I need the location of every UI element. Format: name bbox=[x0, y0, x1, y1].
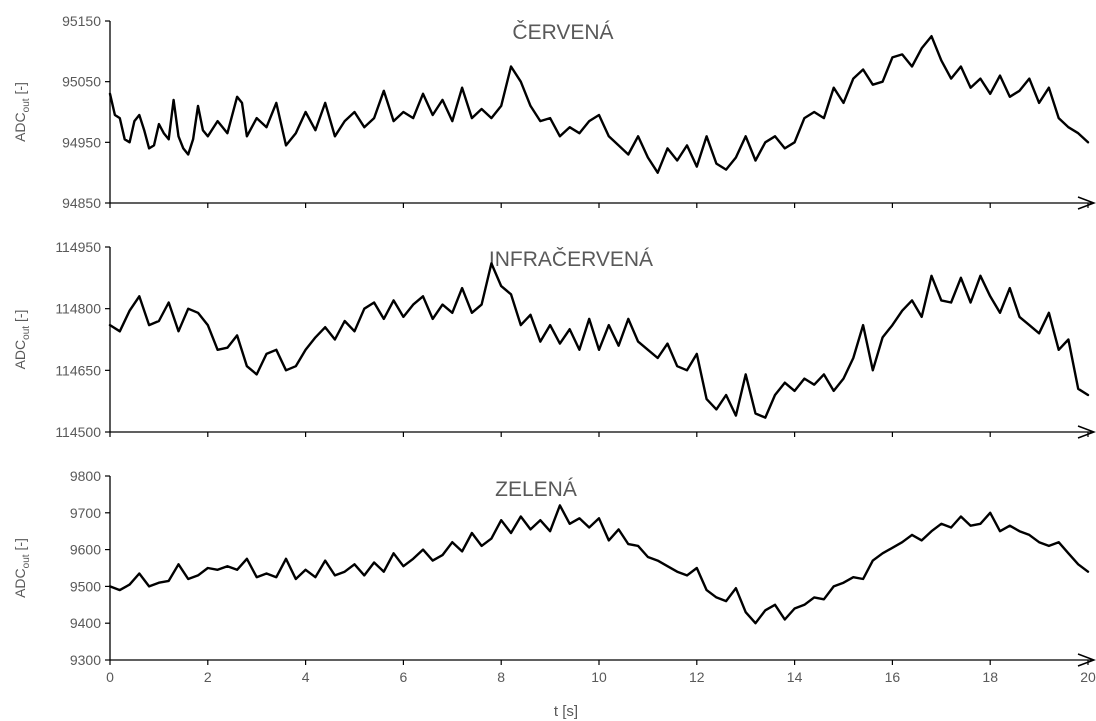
x-tick-label: 10 bbox=[591, 669, 607, 685]
y-tick-label: 114650 bbox=[55, 362, 101, 378]
x-tick-label: 4 bbox=[302, 669, 310, 685]
y-tick-label: 9700 bbox=[70, 505, 101, 521]
panel-cervena: 94850 94950 95050 95150 ADCout [-] ČERVENÁ bbox=[12, 13, 1096, 211]
y-axis-label: ADCout [-] bbox=[12, 310, 32, 370]
y-axis-label-unit: [-] bbox=[12, 538, 28, 554]
y-axis-label: ADCout [-] bbox=[12, 538, 32, 598]
y-tick-label: 114950 bbox=[55, 239, 101, 255]
y-tick-label: 9500 bbox=[70, 578, 101, 594]
y-axis-label-main: ADC bbox=[12, 340, 28, 370]
series-line bbox=[108, 262, 1090, 419]
y-tick-label: 94850 bbox=[62, 195, 101, 211]
y-tick-label: 114800 bbox=[55, 301, 101, 317]
x-tick-label: 14 bbox=[787, 669, 803, 685]
y-axis-label-subscript: out bbox=[21, 98, 32, 112]
x-tick-label: 8 bbox=[497, 669, 505, 685]
y-tick-label: 9300 bbox=[70, 652, 101, 668]
x-axis-arrow bbox=[1077, 653, 1096, 667]
panel-title: ČERVENÁ bbox=[512, 21, 613, 44]
x-tick-label: 16 bbox=[885, 669, 901, 685]
x-tick-label: 0 bbox=[106, 669, 114, 685]
panel-title: ZELENÁ bbox=[495, 478, 577, 501]
x-axis-arrow bbox=[1077, 425, 1096, 439]
y-tick-label: 95050 bbox=[62, 74, 101, 90]
y-tick-label: 114500 bbox=[55, 424, 101, 440]
y-axis-label-subscript: out bbox=[21, 326, 32, 340]
y-tick-label: 95150 bbox=[62, 13, 101, 29]
y-axis-label-unit: [-] bbox=[12, 310, 28, 326]
x-axis-label: t [s] bbox=[554, 703, 578, 720]
x-tick-label: 18 bbox=[982, 669, 998, 685]
x-tick-label: 20 bbox=[1080, 669, 1096, 685]
panel-infracervena: 114500 114650 114800 114950 ADCout [-] INFRAČ… bbox=[12, 239, 1096, 440]
series-line bbox=[108, 35, 1090, 174]
y-axis-label: ADCout [-] bbox=[12, 82, 32, 142]
y-tick-label: 94950 bbox=[62, 134, 101, 150]
x-tick-label: 6 bbox=[400, 669, 408, 685]
x-tick-label: 12 bbox=[689, 669, 705, 685]
y-axis-label-subscript: out bbox=[21, 554, 32, 568]
x-axis-arrow bbox=[1077, 196, 1096, 210]
y-tick-label: 9800 bbox=[70, 468, 101, 484]
series-line bbox=[108, 504, 1090, 625]
panel-title: INFRAČERVENÁ bbox=[489, 248, 653, 271]
x-tick-label: 2 bbox=[204, 669, 212, 685]
y-axis-label-main: ADC bbox=[12, 568, 28, 598]
y-tick-label: 9600 bbox=[70, 542, 101, 558]
panel-zelena: 9300 9400 9500 9600 9700 9800 0 2 4 6 8 10 12 14 16 18 2… bbox=[12, 468, 1096, 720]
y-axis-label-unit: [-] bbox=[12, 82, 28, 98]
y-tick-label: 9400 bbox=[70, 615, 101, 631]
y-axis-label-main: ADC bbox=[12, 112, 28, 142]
